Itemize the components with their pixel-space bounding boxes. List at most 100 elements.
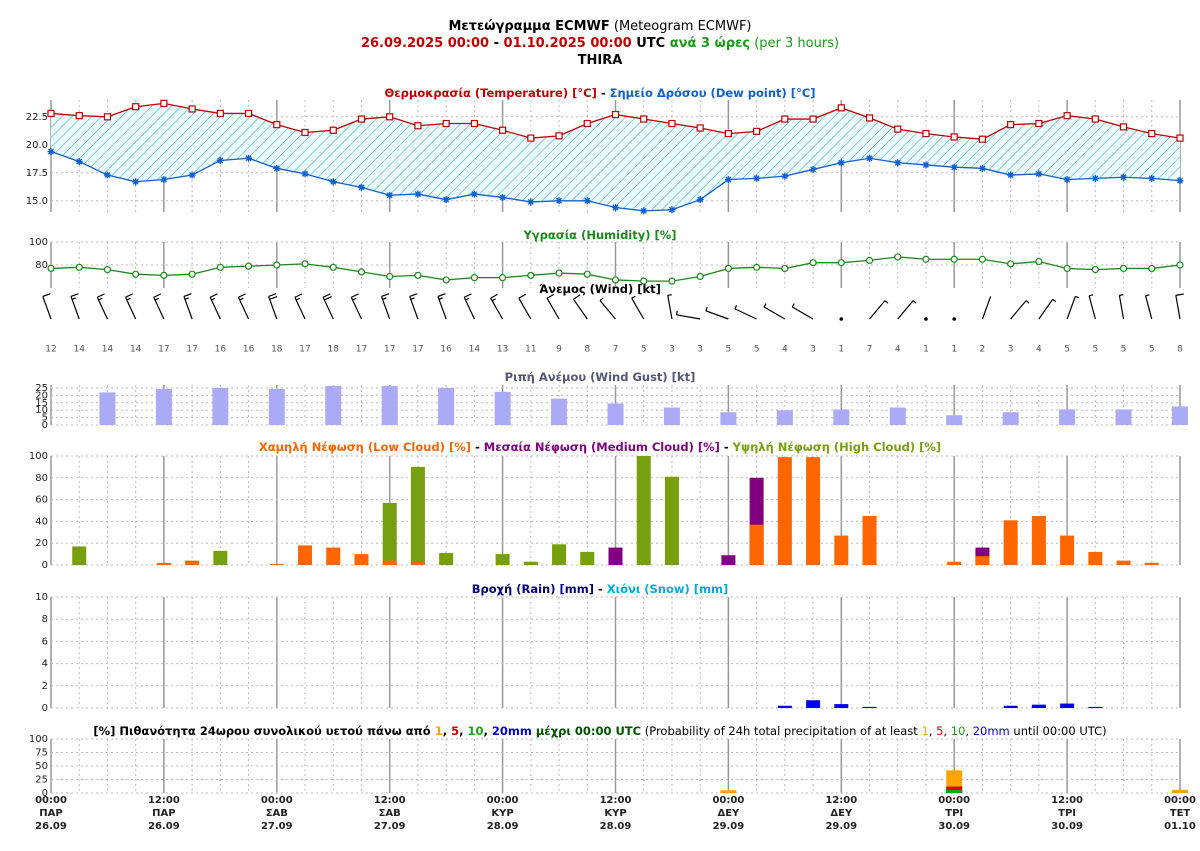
- bar: [663, 407, 680, 425]
- marker: [188, 171, 196, 179]
- barb: [491, 298, 496, 302]
- y-tick-label: 100: [29, 734, 48, 745]
- wind-barb: [599, 297, 616, 320]
- marker: [696, 272, 704, 281]
- barb: [153, 293, 162, 298]
- staff: [1010, 300, 1027, 320]
- marker: [442, 196, 450, 204]
- wind-speed: 17: [384, 345, 395, 355]
- y-tick-label: 22.5: [26, 112, 48, 123]
- title: Βροχή (Rain) [mm] - Χιόνι (Snow) [mm]: [472, 582, 729, 596]
- marker: [1007, 260, 1015, 268]
- marker: [668, 277, 676, 285]
- marker: [1148, 130, 1156, 138]
- barb: [381, 293, 390, 298]
- marker: [132, 178, 140, 186]
- title-part: ,: [965, 724, 972, 738]
- bar: [834, 704, 849, 708]
- x-tick-label: ΤΡΙ: [1058, 808, 1076, 819]
- calm: [839, 317, 844, 321]
- y-tick-label: 15: [35, 398, 48, 409]
- marker: [640, 207, 648, 215]
- bar: [1031, 515, 1046, 565]
- marker: [301, 260, 309, 268]
- marker: [75, 158, 83, 166]
- wind-speed: 3: [810, 345, 816, 355]
- x-tick-label: 12:00: [1051, 795, 1083, 806]
- staff: [490, 297, 504, 320]
- staff: [1038, 298, 1054, 320]
- bar: [720, 412, 737, 425]
- x-tick-label: 01.10: [1164, 821, 1196, 832]
- title-part: THIRA: [578, 53, 623, 68]
- bar: [1144, 562, 1159, 565]
- wind-barb: [183, 293, 193, 320]
- marker: [753, 263, 761, 271]
- staff: [631, 297, 645, 320]
- marker: [555, 197, 563, 205]
- marker: [1063, 264, 1071, 273]
- wind-speed: 5: [754, 345, 760, 355]
- bar: [1031, 704, 1046, 708]
- barb: [631, 295, 636, 299]
- wind-barb: [573, 294, 588, 320]
- marker: [527, 198, 535, 206]
- marker: [837, 159, 845, 167]
- marker: [1176, 261, 1184, 269]
- barb: [791, 303, 795, 308]
- barb: [154, 297, 159, 301]
- staff: [1118, 295, 1125, 320]
- marker: [1007, 171, 1015, 179]
- staff: [599, 300, 616, 320]
- title-part: -: [489, 36, 503, 51]
- marker: [922, 255, 930, 263]
- wind-speed: 16: [215, 345, 227, 355]
- title-part: until 00:00 UTC): [1010, 724, 1107, 738]
- wind-speed: 5: [1064, 345, 1070, 355]
- y-tick-label: 0: [42, 788, 48, 799]
- staff: [705, 310, 729, 320]
- title: 26.09.2025 00:00 - 01.10.2025 00:00 UTC …: [361, 36, 839, 51]
- bar: [749, 524, 764, 565]
- bar: [862, 706, 877, 708]
- x-tick-label: 12:00: [148, 795, 180, 806]
- wind-barb: [42, 293, 52, 320]
- wind-speed: 4: [895, 345, 901, 355]
- title-part: ,: [443, 724, 451, 738]
- marker: [1176, 177, 1184, 185]
- barb: [546, 293, 555, 299]
- bar: [1002, 412, 1019, 425]
- wind-barb: [705, 306, 729, 320]
- wind-barb: [124, 293, 137, 320]
- barb: [1052, 298, 1057, 303]
- marker: [1119, 264, 1128, 273]
- calm: [924, 317, 928, 321]
- staff: [463, 296, 475, 320]
- staff: [70, 296, 80, 320]
- bar: [213, 550, 228, 565]
- staff: [1144, 295, 1153, 320]
- barb: [409, 293, 418, 298]
- wind-speed: 14: [102, 345, 114, 355]
- barb: [734, 304, 738, 310]
- wind-speed: 18: [271, 345, 283, 355]
- bar: [381, 386, 398, 425]
- bar: [439, 553, 454, 565]
- marker: [132, 270, 140, 278]
- marker: [1063, 112, 1071, 120]
- bar: [1088, 706, 1103, 708]
- bar: [975, 556, 990, 565]
- wind-speed: 2: [980, 345, 986, 355]
- y-tick-label: 15.0: [26, 196, 48, 207]
- y-tick-label: 10: [35, 592, 48, 603]
- marker: [47, 148, 55, 156]
- staff: [350, 296, 363, 320]
- y-tick-label: 17.5: [26, 168, 48, 179]
- title-part: ,: [943, 724, 950, 738]
- title-part: 5: [936, 724, 943, 738]
- wind-speed: 9: [556, 345, 562, 355]
- staff: [981, 296, 992, 320]
- bar: [806, 457, 821, 565]
- marker: [1063, 176, 1071, 184]
- barb: [268, 293, 277, 298]
